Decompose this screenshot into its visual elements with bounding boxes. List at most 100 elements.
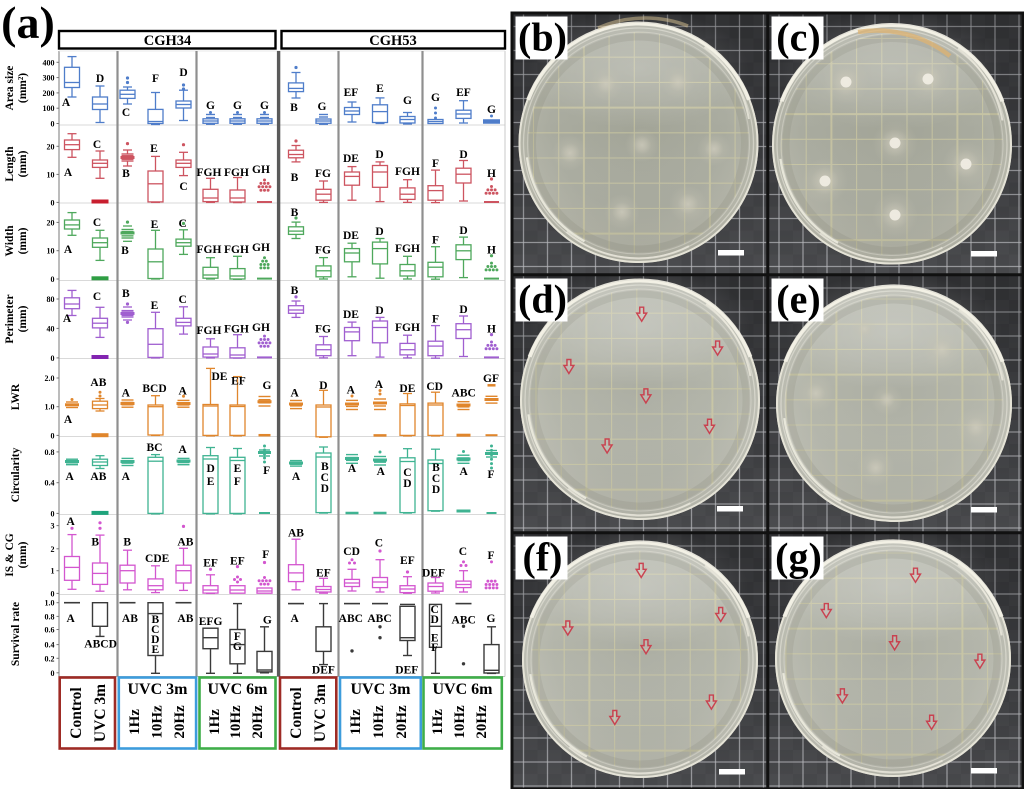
- svg-text:F: F: [432, 158, 439, 170]
- svg-text:DE: DE: [343, 153, 359, 165]
- svg-text:FGH: FGH: [197, 244, 222, 256]
- svg-text:0: 0: [51, 275, 55, 284]
- svg-text:D: D: [459, 149, 467, 161]
- svg-text:20Hz: 20Hz: [250, 705, 266, 739]
- svg-text:D: D: [179, 67, 187, 79]
- svg-text:UVC 6m: UVC 6m: [433, 681, 494, 698]
- svg-text:G: G: [487, 104, 496, 116]
- svg-text:2: 2: [51, 545, 55, 554]
- svg-text:0: 0: [51, 354, 55, 363]
- svg-text:E: E: [151, 644, 159, 656]
- svg-text:GF: GF: [483, 373, 499, 385]
- svg-text:D: D: [321, 483, 329, 495]
- svg-text:EFG: EFG: [199, 616, 223, 628]
- svg-text:G: G: [233, 641, 242, 653]
- svg-text:EF: EF: [316, 568, 331, 580]
- svg-text:G: G: [403, 95, 412, 107]
- svg-text:300: 300: [43, 74, 55, 83]
- svg-text:UVC 3m: UVC 3m: [312, 684, 329, 742]
- svg-text:FGH: FGH: [395, 166, 420, 178]
- svg-text:CGH34: CGH34: [144, 33, 192, 49]
- svg-text:D: D: [319, 380, 327, 392]
- svg-text:Control: Control: [288, 687, 305, 739]
- svg-text:C: C: [179, 294, 187, 306]
- svg-text:B: B: [291, 172, 299, 184]
- svg-text:B: B: [123, 537, 131, 549]
- svg-text:0.4: 0.4: [45, 479, 55, 488]
- svg-text:DEF: DEF: [395, 665, 418, 677]
- svg-text:C: C: [93, 217, 101, 229]
- svg-text:10Hz: 10Hz: [150, 705, 166, 739]
- svg-text:0: 0: [51, 669, 55, 678]
- svg-text:A: A: [64, 167, 73, 179]
- svg-text:DE: DE: [343, 309, 359, 321]
- svg-text:(mm): (mm): [17, 305, 29, 332]
- svg-text:ABC: ABC: [367, 613, 391, 625]
- svg-text:Survival rate: Survival rate: [10, 602, 22, 666]
- svg-text:20: 20: [47, 218, 55, 227]
- svg-text:LWR: LWR: [10, 383, 22, 410]
- svg-text:H: H: [487, 168, 496, 180]
- svg-text:B: B: [321, 461, 329, 473]
- svg-text:D: D: [375, 305, 383, 317]
- svg-text:1Hz: 1Hz: [348, 709, 364, 735]
- svg-text:G: G: [431, 92, 440, 104]
- svg-text:GH: GH: [252, 164, 270, 176]
- svg-text:G: G: [487, 613, 496, 625]
- svg-text:B: B: [121, 245, 129, 257]
- svg-text:(mm²): (mm²): [17, 73, 29, 103]
- svg-text:E: E: [151, 219, 159, 231]
- svg-text:F: F: [432, 314, 439, 326]
- svg-text:10Hz: 10Hz: [452, 705, 468, 739]
- svg-text:(mm): (mm): [17, 227, 29, 254]
- svg-text:A: A: [122, 388, 131, 400]
- svg-text:(mm): (mm): [17, 150, 29, 177]
- svg-text:0.6: 0.6: [45, 626, 55, 635]
- svg-text:AB: AB: [122, 613, 138, 625]
- svg-text:F: F: [263, 465, 270, 477]
- svg-text:Perimeter: Perimeter: [4, 294, 16, 343]
- svg-text:FGH: FGH: [224, 244, 249, 256]
- svg-text:G: G: [260, 100, 269, 112]
- svg-text:0: 0: [51, 120, 55, 129]
- svg-text:0.4: 0.4: [45, 641, 55, 650]
- svg-text:AB: AB: [177, 613, 193, 625]
- svg-text:BCD: BCD: [142, 383, 166, 395]
- svg-text:(a): (a): [1, 0, 55, 48]
- svg-text:A: A: [66, 471, 75, 483]
- svg-text:10Hz: 10Hz: [371, 705, 387, 739]
- svg-text:D: D: [206, 463, 214, 475]
- svg-text:DEF: DEF: [312, 665, 335, 677]
- svg-text:F: F: [431, 642, 438, 654]
- svg-text:G: G: [233, 100, 242, 112]
- svg-text:(c): (c): [776, 15, 820, 60]
- svg-text:A: A: [377, 466, 386, 478]
- svg-text:10: 10: [47, 170, 55, 179]
- svg-text:1Hz: 1Hz: [127, 709, 143, 735]
- svg-text:H: H: [487, 245, 496, 257]
- svg-text:C: C: [179, 218, 187, 230]
- svg-text:(f): (f): [523, 535, 563, 580]
- svg-text:ABC: ABC: [452, 615, 476, 627]
- svg-text:ABC: ABC: [452, 388, 476, 400]
- svg-text:A: A: [66, 613, 75, 625]
- svg-text:H: H: [487, 324, 496, 336]
- svg-text:A: A: [291, 388, 300, 400]
- svg-text:B: B: [91, 537, 99, 549]
- svg-text:1.0: 1.0: [45, 599, 55, 608]
- svg-text:FG: FG: [315, 324, 331, 336]
- svg-text:A: A: [62, 97, 71, 109]
- svg-text:DE: DE: [399, 383, 415, 395]
- svg-text:D: D: [459, 304, 467, 316]
- svg-text:ABCD: ABCD: [84, 639, 117, 651]
- svg-text:DEF: DEF: [422, 568, 445, 580]
- svg-text:80: 80: [47, 295, 55, 304]
- svg-text:A: A: [348, 463, 357, 475]
- svg-text:F: F: [487, 469, 494, 481]
- svg-text:F: F: [234, 476, 241, 488]
- svg-text:C: C: [375, 538, 383, 550]
- svg-text:100: 100: [43, 104, 55, 113]
- svg-text:A: A: [375, 379, 384, 391]
- svg-text:C: C: [93, 139, 101, 151]
- svg-text:D: D: [459, 225, 467, 237]
